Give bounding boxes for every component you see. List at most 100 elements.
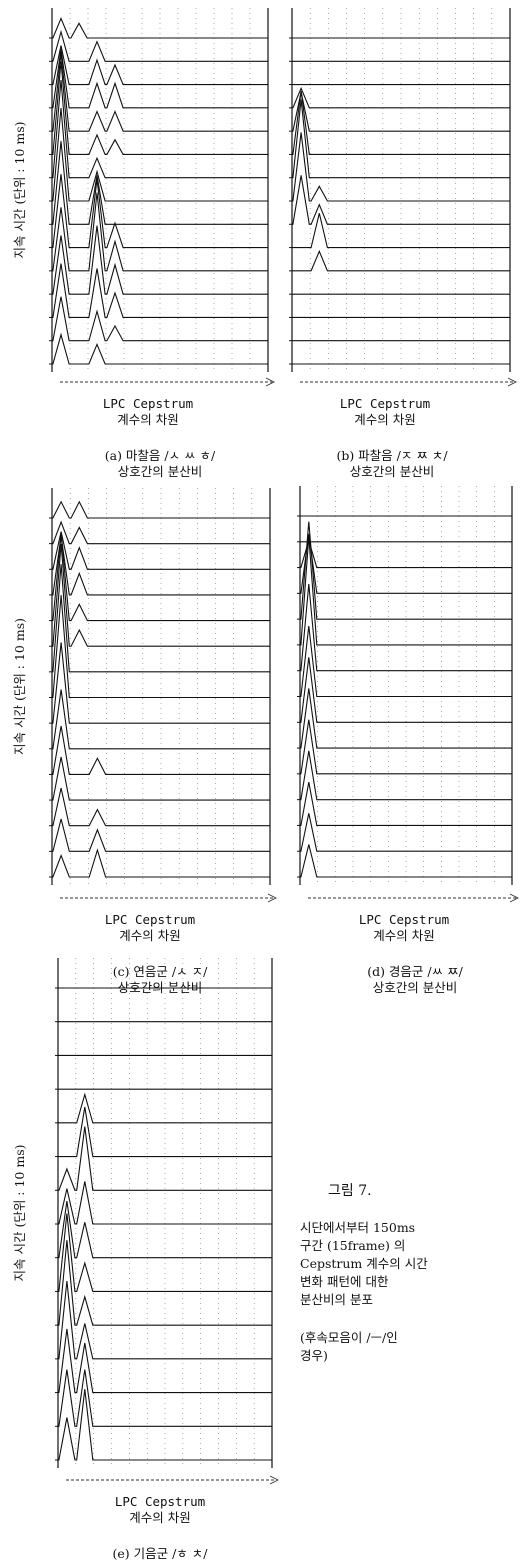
panel-caption: (d) 경음군 /ㅆ ㅉ/: [367, 964, 463, 979]
series-frame-7: [52, 141, 268, 225]
panel-caption: (a) 마찰음 /ㅅ ㅆ ㅎ/: [105, 448, 216, 463]
figure-caption-note-1: (후속모음이 /ㅡ/인: [300, 1330, 398, 1345]
series-frame-9: [58, 1126, 272, 1191]
y-axis-label: 지속 시간 (단위 : 10 ms): [12, 1144, 27, 1281]
series-frame-4: [300, 750, 512, 801]
series-frame-12: [52, 535, 270, 596]
figure-caption: 그림 7. 시단에서부터 150ms 구간 (15frame) 의 Cepstr…: [300, 1183, 428, 1363]
series-frame-8: [292, 132, 510, 202]
series-frame-1: [300, 844, 512, 878]
x-axis-label-sub: 계수의 차원: [373, 928, 434, 943]
series-frame-11: [52, 534, 270, 622]
series-frame-3: [300, 782, 512, 826]
figure-caption-line-5: 분산비의 분포: [300, 1292, 373, 1307]
x-axis-arrowhead: [507, 377, 518, 387]
series-frame-13: [52, 531, 270, 570]
x-axis-label-sub: 계수의 차원: [119, 928, 180, 943]
series-frame-11: [300, 521, 512, 620]
panel-caption-sub: 상호간의 분산비: [373, 980, 457, 995]
series-frame-5: [52, 725, 270, 775]
series-frame-13: [300, 538, 512, 569]
series-frame-11: [52, 52, 268, 132]
series-frame-14: [52, 520, 270, 545]
panel-caption-sub: 상호간의 분산비: [118, 464, 202, 479]
series-frame-6: [52, 174, 268, 249]
series-frame-10: [300, 536, 512, 646]
series-frame-6: [52, 689, 270, 750]
series-frame-7: [292, 175, 510, 225]
series-frame-13: [52, 45, 268, 86]
x-axis-label: LPC Cepstrum: [105, 912, 195, 927]
figure-caption-title: 그림 7.: [328, 1183, 372, 1199]
figure-caption-line-2: 구간 (15frame) 의: [300, 1238, 405, 1253]
series-frame-9: [300, 584, 512, 672]
series-frame-10: [58, 1106, 272, 1158]
series-frame-3: [52, 787, 270, 827]
series-frame-8: [52, 108, 268, 202]
x-axis-label-sub: 계수의 차원: [354, 412, 415, 427]
series-frame-3: [52, 263, 268, 318]
series-frame-12: [52, 49, 268, 109]
series-frame-7: [52, 642, 270, 724]
series-frame-5: [292, 249, 510, 272]
panel-caption: (b) 파찰음 /ㅈ ㅉ ㅊ/: [336, 448, 448, 463]
x-axis-label: LPC Cepstrum: [103, 396, 193, 411]
series-frame-15: [52, 500, 270, 519]
figure-caption-line-3: Cepstrum 계수의 시간: [300, 1256, 428, 1271]
series-frame-10: [52, 61, 268, 155]
series-frame-2: [52, 296, 268, 342]
series-frame-11: [58, 1092, 272, 1124]
series-frame-12: [292, 86, 510, 109]
series-frame-4: [58, 1280, 272, 1360]
series-frame-12: [300, 533, 512, 594]
series-frame-1: [58, 1389, 272, 1461]
series-frame-1: [52, 332, 268, 365]
series-frame-4: [52, 756, 270, 801]
series-frame-1: [52, 848, 270, 878]
x-axis-label: LPC Cepstrum: [115, 1494, 205, 1509]
series-frame-5: [300, 719, 512, 775]
x-axis-label-sub: 계수의 차원: [129, 1510, 190, 1525]
x-axis-label: LPC Cepstrum: [359, 912, 449, 927]
series-frame-4: [52, 225, 268, 295]
series-frame-9: [292, 99, 510, 179]
figure-caption-note-2: 경우): [300, 1348, 328, 1363]
series-frame-10: [52, 543, 270, 647]
y-axis-label: 지속 시간 (단위 : 10 ms): [12, 618, 27, 755]
series-frame-8: [52, 595, 270, 699]
x-axis-arrowhead: [265, 377, 276, 387]
series-frame-5: [52, 192, 268, 272]
x-axis-label-sub: 계수의 차원: [117, 412, 178, 427]
series-frame-9: [52, 79, 268, 179]
panel-caption: (e) 기음군 /ㅎ ㅊ/: [113, 1546, 209, 1561]
series-frame-2: [58, 1369, 272, 1427]
series-frame-15: [52, 16, 268, 39]
series-frame-11: [292, 91, 510, 132]
series-frame-5: [58, 1240, 272, 1326]
x-axis-arrowhead: [267, 893, 278, 903]
x-axis-arrowhead: [509, 893, 520, 903]
panel-caption-sub: 상호간의 분산비: [350, 464, 434, 479]
series-frame-9: [52, 564, 270, 673]
series-frame-14: [52, 29, 268, 62]
series-frame-2: [52, 818, 270, 852]
panel-caption: (c) 연음군 /ㅅ ㅈ/: [113, 964, 208, 979]
series-frame-7: [58, 1201, 272, 1259]
figure-caption-line-4: 변화 패턴에 대한: [300, 1274, 389, 1289]
y-axis-label: 지속 시간 (단위 : 10 ms): [12, 121, 27, 258]
figure-caption-line-1: 시단에서부터 150ms: [300, 1220, 415, 1235]
series-frame-3: [58, 1328, 272, 1394]
series-frame-8: [58, 1181, 272, 1225]
series-frame-6: [58, 1213, 272, 1292]
series-frame-10: [292, 90, 510, 155]
series-frame-6: [292, 213, 510, 249]
series-frame-8: [300, 626, 512, 698]
series-frame-2: [300, 813, 512, 852]
